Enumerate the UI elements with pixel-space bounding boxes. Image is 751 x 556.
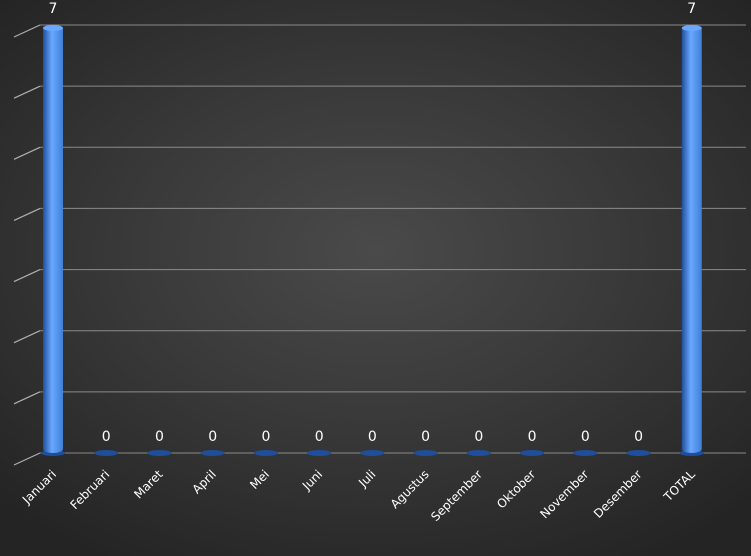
data-label-februari: 0 bbox=[102, 429, 111, 445]
tick-label-juni: Juni bbox=[299, 467, 325, 493]
data-label-oktober: 0 bbox=[528, 429, 537, 445]
data-label-desember: 0 bbox=[634, 429, 643, 445]
bar-top-total bbox=[681, 25, 702, 31]
bar-base-desember bbox=[626, 450, 651, 456]
gridline-wall-edge bbox=[13, 207, 41, 221]
tick-label-november: November bbox=[537, 467, 591, 521]
bar-base-september bbox=[466, 450, 491, 456]
data-label-januari: 7 bbox=[49, 1, 58, 17]
data-label-november: 0 bbox=[581, 429, 590, 445]
gridlines bbox=[13, 24, 746, 466]
bar-base-agustus bbox=[413, 450, 438, 456]
bar-base-juni bbox=[307, 450, 332, 456]
bar-base-november bbox=[573, 450, 598, 456]
data-label-juni: 0 bbox=[315, 429, 324, 445]
tick-label-april: April bbox=[190, 467, 219, 496]
data-label-juli: 0 bbox=[368, 429, 377, 445]
data-label-september: 0 bbox=[474, 429, 483, 445]
gridline-wall-edge bbox=[13, 330, 41, 344]
data-label-total: 7 bbox=[687, 1, 696, 17]
bar-base-maret bbox=[147, 450, 172, 456]
data-label-mei: 0 bbox=[261, 429, 270, 445]
bar-base-mei bbox=[253, 450, 278, 456]
tick-label-januari: Januari bbox=[19, 467, 59, 507]
tick-label-maret: Maret bbox=[131, 467, 165, 501]
gridline-wall-edge bbox=[13, 24, 41, 38]
gridline-wall-edge bbox=[13, 452, 41, 466]
bar-top-januari bbox=[43, 25, 63, 31]
bar-base-februari bbox=[94, 450, 119, 456]
gridline-wall-edge bbox=[13, 146, 41, 160]
gridline-wall-edge bbox=[13, 391, 41, 405]
gridline-wall-edge bbox=[13, 269, 41, 283]
gridline-wall-edge bbox=[13, 85, 41, 99]
data-labels: 7 0 0 0 0 0 0 0 0 0 0 0 7 bbox=[49, 1, 697, 445]
data-label-maret: 0 bbox=[155, 429, 164, 445]
bar-base-juli bbox=[360, 450, 385, 456]
bar-base-april bbox=[200, 450, 225, 456]
tick-label-mei: Mei bbox=[247, 467, 272, 492]
data-label-april: 0 bbox=[208, 429, 217, 445]
tick-label-september: September bbox=[428, 467, 485, 524]
bar-base-oktober bbox=[520, 450, 545, 456]
x-axis-tick-labels: Januari Februari Maret April Mei Juni Juli Agus… bbox=[19, 467, 698, 524]
data-label-agustus: 0 bbox=[421, 429, 430, 445]
tick-label-oktober: Oktober bbox=[494, 467, 538, 511]
bar-total bbox=[681, 25, 702, 453]
bar-januari bbox=[43, 25, 63, 453]
tick-label-juli: Juli bbox=[355, 467, 378, 490]
tick-label-agustus: Agustus bbox=[388, 467, 432, 511]
tick-label-total: TOTAL bbox=[660, 467, 698, 505]
bars bbox=[41, 25, 704, 456]
tick-label-desember: Desember bbox=[591, 467, 645, 521]
tick-label-februari: Februari bbox=[68, 467, 113, 512]
